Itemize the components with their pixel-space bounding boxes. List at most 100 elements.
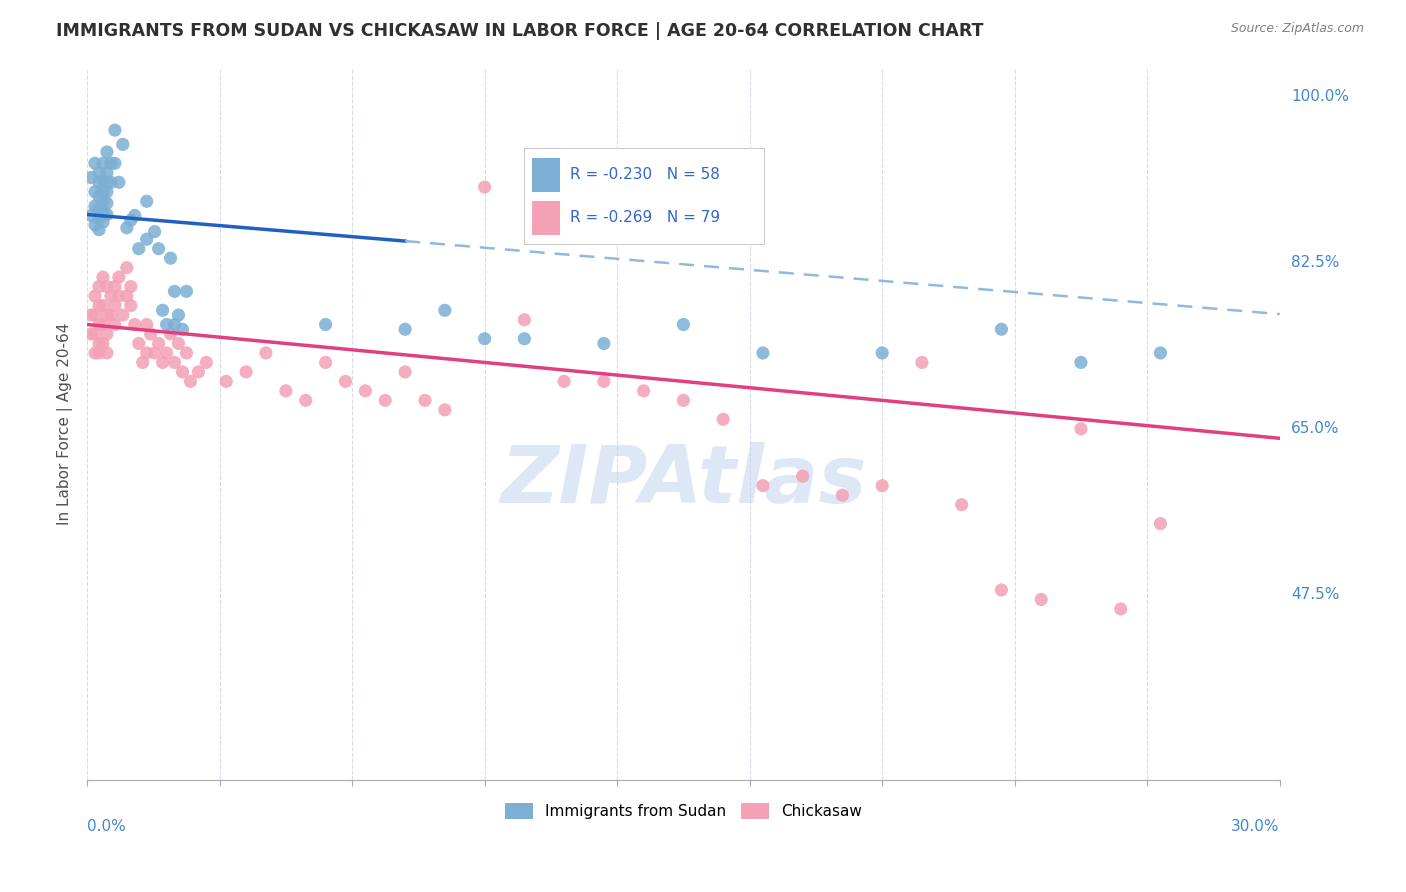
- Point: [124, 209, 146, 223]
- FancyBboxPatch shape: [531, 158, 561, 192]
- Point: [315, 355, 337, 369]
- Point: [672, 318, 695, 332]
- Point: [274, 384, 297, 398]
- Text: ZIPAtlas: ZIPAtlas: [501, 442, 866, 520]
- Point: [354, 384, 377, 398]
- Point: [120, 299, 142, 313]
- Point: [91, 194, 114, 209]
- Point: [143, 225, 166, 239]
- Point: [831, 488, 853, 502]
- Point: [870, 346, 893, 360]
- Point: [135, 318, 157, 332]
- Text: IMMIGRANTS FROM SUDAN VS CHICKASAW IN LABOR FORCE | AGE 20-64 CORRELATION CHART: IMMIGRANTS FROM SUDAN VS CHICKASAW IN LA…: [56, 22, 984, 40]
- Point: [335, 375, 357, 389]
- Point: [1149, 516, 1171, 531]
- FancyBboxPatch shape: [531, 201, 561, 235]
- Point: [104, 279, 127, 293]
- Point: [672, 393, 695, 408]
- Point: [87, 336, 110, 351]
- Point: [91, 299, 114, 313]
- Point: [96, 279, 118, 293]
- Point: [84, 308, 107, 322]
- Point: [163, 285, 186, 299]
- Point: [96, 175, 118, 189]
- Point: [1070, 355, 1092, 369]
- Point: [91, 270, 114, 285]
- Point: [1149, 346, 1171, 360]
- Point: [108, 270, 131, 285]
- Point: [176, 346, 198, 360]
- Point: [104, 123, 127, 137]
- Point: [633, 384, 655, 398]
- Point: [80, 209, 103, 223]
- Point: [139, 326, 162, 341]
- Point: [159, 326, 181, 341]
- Point: [84, 199, 107, 213]
- Point: [128, 242, 150, 256]
- Point: [87, 175, 110, 189]
- Point: [315, 318, 337, 332]
- Point: [104, 156, 127, 170]
- Point: [1031, 592, 1053, 607]
- Y-axis label: In Labor Force | Age 20-64: In Labor Force | Age 20-64: [58, 323, 73, 525]
- Point: [84, 218, 107, 232]
- Point: [155, 318, 177, 332]
- Point: [100, 308, 122, 322]
- Point: [87, 279, 110, 293]
- Point: [96, 326, 118, 341]
- Point: [91, 185, 114, 199]
- Point: [792, 469, 814, 483]
- Point: [87, 223, 110, 237]
- Point: [593, 375, 616, 389]
- Point: [100, 175, 122, 189]
- Point: [87, 189, 110, 203]
- Point: [91, 173, 114, 187]
- Text: 100.0%: 100.0%: [1291, 89, 1348, 104]
- Point: [155, 346, 177, 360]
- Point: [87, 202, 110, 216]
- Point: [128, 336, 150, 351]
- Point: [104, 299, 127, 313]
- Point: [172, 322, 194, 336]
- Point: [135, 232, 157, 246]
- Point: [124, 318, 146, 332]
- Point: [152, 303, 174, 318]
- Point: [80, 170, 103, 185]
- Point: [115, 220, 138, 235]
- Point: [167, 308, 190, 322]
- Point: [96, 346, 118, 360]
- Point: [91, 156, 114, 170]
- Point: [96, 166, 118, 180]
- Point: [176, 285, 198, 299]
- Point: [433, 303, 456, 318]
- Point: [413, 393, 436, 408]
- Point: [111, 137, 134, 152]
- Point: [870, 479, 893, 493]
- Point: [84, 326, 107, 341]
- Point: [215, 375, 238, 389]
- Point: [108, 289, 131, 303]
- Point: [120, 279, 142, 293]
- Point: [513, 312, 536, 326]
- Point: [91, 203, 114, 218]
- Point: [96, 185, 118, 199]
- Point: [752, 479, 775, 493]
- Point: [513, 332, 536, 346]
- Point: [84, 346, 107, 360]
- Text: 0.0%: 0.0%: [87, 819, 125, 834]
- Text: Source: ZipAtlas.com: Source: ZipAtlas.com: [1230, 22, 1364, 36]
- Point: [163, 355, 186, 369]
- Point: [115, 289, 138, 303]
- Point: [474, 332, 496, 346]
- Point: [115, 260, 138, 275]
- Text: 47.5%: 47.5%: [1291, 587, 1339, 602]
- Point: [163, 318, 186, 332]
- Point: [91, 215, 114, 229]
- Point: [132, 355, 155, 369]
- Point: [394, 322, 416, 336]
- Point: [148, 242, 170, 256]
- Point: [990, 322, 1012, 336]
- Point: [135, 346, 157, 360]
- Text: 30.0%: 30.0%: [1232, 819, 1279, 834]
- Point: [100, 289, 122, 303]
